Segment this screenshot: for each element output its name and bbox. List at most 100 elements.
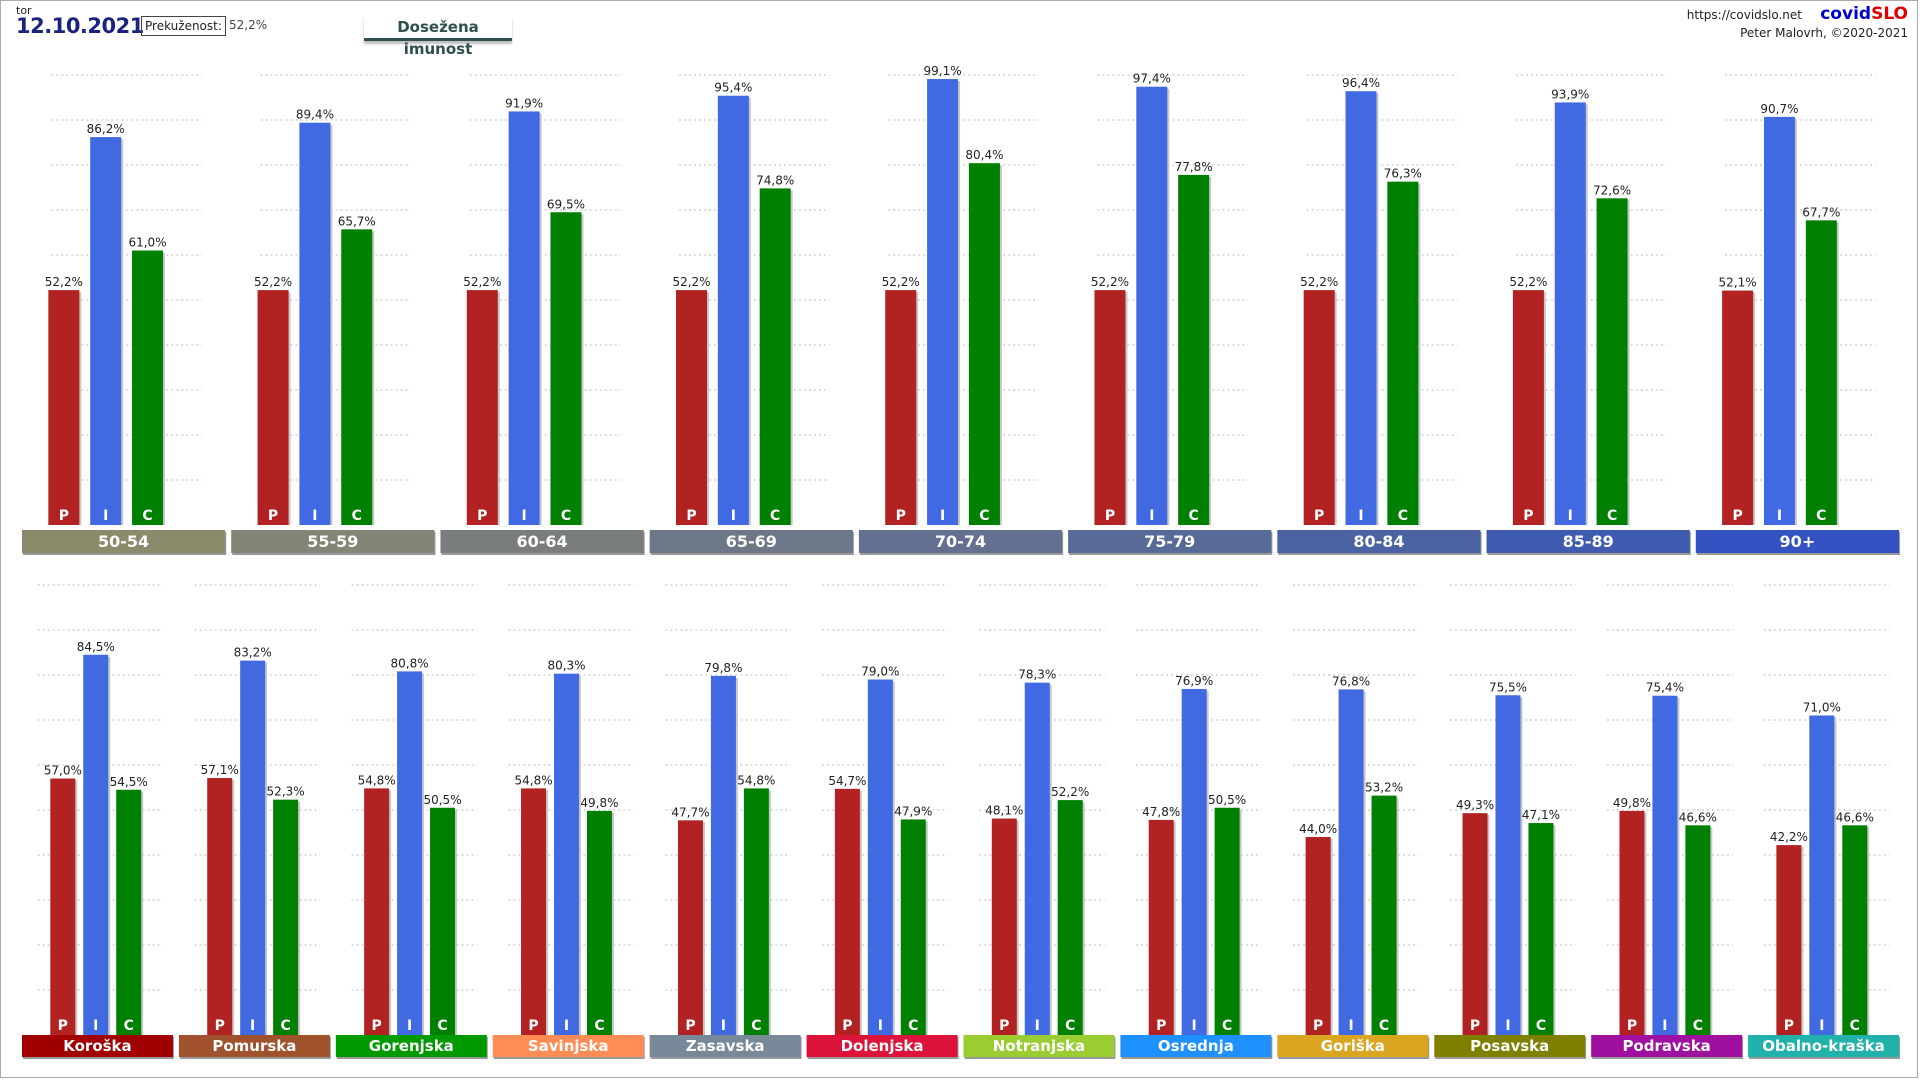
bar-p <box>48 290 80 525</box>
bar-p <box>1303 290 1335 525</box>
weekday-label: tor <box>16 4 32 17</box>
bar-letter-label: I <box>93 1018 98 1034</box>
breakthrough-value: 52,2% <box>229 18 268 32</box>
category-label: Zasavska <box>686 1037 765 1055</box>
bar-letter-label: C <box>1536 1018 1546 1034</box>
bar-value-label: 96,4% <box>1342 76 1380 90</box>
bar-letter-label: P <box>842 1018 852 1034</box>
category-label-box <box>440 530 644 553</box>
bar-letter-label: C <box>280 1018 290 1034</box>
bar-value-label: 91,9% <box>505 96 543 110</box>
bar-p <box>257 290 289 525</box>
bar-letter-label: I <box>407 1018 412 1034</box>
bar-c <box>900 819 926 1035</box>
bar-letter-label: P <box>371 1018 381 1034</box>
bar-p <box>1776 845 1802 1035</box>
bar-letter-label: I <box>103 508 108 524</box>
bar-p <box>1512 290 1544 525</box>
bar-value-label: 79,8% <box>704 661 742 675</box>
bar-value-label: 49,8% <box>580 796 618 810</box>
bar-value-label: 54,5% <box>110 775 148 789</box>
bar-value-label: 86,2% <box>87 122 125 136</box>
bar-c <box>1842 825 1868 1035</box>
bar-c <box>1685 825 1711 1035</box>
bar-value-label: 76,3% <box>1384 167 1422 181</box>
bar-c <box>430 807 456 1035</box>
bar-i <box>299 122 331 525</box>
bar-value-label: 52,2% <box>1509 275 1547 289</box>
bar-i <box>1652 695 1678 1035</box>
bar-c <box>341 229 373 525</box>
bar-c <box>116 789 142 1035</box>
bar-letter-label: C <box>908 1018 918 1034</box>
category-label-box <box>335 1035 487 1057</box>
category-label: 50-54 <box>98 532 149 551</box>
bar-value-label: 65,7% <box>338 214 376 228</box>
bar-c <box>1528 823 1554 1035</box>
bar-c <box>586 810 612 1035</box>
bar-i <box>1024 682 1050 1035</box>
bar-c <box>1214 807 1240 1035</box>
bar-p <box>1148 819 1174 1035</box>
bar-p <box>885 290 917 525</box>
category-label: 60-64 <box>516 532 567 551</box>
bar-c <box>1805 220 1837 525</box>
category-label: 85-89 <box>1563 532 1614 551</box>
bar-letter-label: C <box>142 508 152 524</box>
bar-letter-label: I <box>1505 1018 1510 1034</box>
bar-c <box>1178 174 1210 525</box>
category-label-box <box>649 1035 801 1057</box>
bar-letter-label: P <box>896 508 906 524</box>
bar-value-label: 54,8% <box>737 773 775 787</box>
bar-p <box>1094 290 1126 525</box>
bar-letter-label: I <box>1568 508 1573 524</box>
bar-letter-label: C <box>561 508 571 524</box>
category-label: Koroška <box>63 1037 131 1055</box>
bar-value-label: 47,7% <box>671 805 709 819</box>
bar-value-label: 52,2% <box>1300 275 1338 289</box>
bar-letter-label: P <box>1313 1018 1323 1034</box>
bar-value-label: 42,2% <box>1770 830 1808 844</box>
bar-value-label: 52,2% <box>254 275 292 289</box>
bar-i <box>867 679 893 1035</box>
bar-value-label: 52,3% <box>267 785 305 799</box>
bar-value-label: 89,4% <box>296 108 334 122</box>
bar-letter-label: I <box>1662 1018 1667 1034</box>
category-label: Gorenjska <box>369 1037 454 1055</box>
bar-i <box>83 654 109 1035</box>
category-label: Dolenjska <box>841 1037 924 1055</box>
bar-p <box>364 788 390 1035</box>
bar-letter-label: P <box>1732 508 1742 524</box>
bar-c <box>759 188 791 525</box>
category-label: 75-79 <box>1144 532 1195 551</box>
tab-achieved-immunity[interactable]: Dosežena imunost <box>364 16 512 58</box>
bar-value-label: 47,8% <box>1142 805 1180 819</box>
bar-value-label: 93,9% <box>1551 87 1589 101</box>
source-url-link[interactable]: https://covidslo.net <box>1686 8 1802 22</box>
category-label: Notranjska <box>993 1037 1085 1055</box>
bar-c <box>550 212 582 525</box>
bar-p <box>1722 290 1754 525</box>
bar-value-label: 52,2% <box>1091 275 1129 289</box>
category-label-box <box>1695 530 1899 553</box>
bar-c <box>1387 181 1419 525</box>
bar-c <box>1371 795 1397 1035</box>
bar-letter-label: P <box>528 1018 538 1034</box>
category-label: Osrednja <box>1158 1037 1234 1055</box>
category-label-box <box>963 1035 1115 1057</box>
bar-letter-label: C <box>1222 1018 1232 1034</box>
brand-part-2: SLO <box>1871 4 1908 24</box>
category-label: Goriška <box>1321 1037 1385 1055</box>
bar-value-label: 69,5% <box>547 197 585 211</box>
bar-value-label: 52,1% <box>1719 276 1757 290</box>
bar-i <box>1809 715 1835 1035</box>
category-label: 90+ <box>1780 532 1816 551</box>
category-label-box <box>1277 530 1481 553</box>
category-label: 70-74 <box>935 532 986 551</box>
bar-p <box>991 818 1017 1035</box>
bar-letter-label: P <box>268 508 278 524</box>
category-label-box <box>1591 1035 1743 1057</box>
bar-i <box>397 671 423 1035</box>
bar-i <box>1495 695 1521 1035</box>
